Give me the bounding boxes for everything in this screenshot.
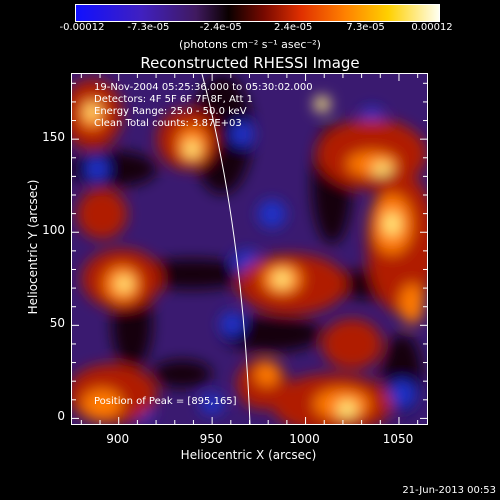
heatmap-blob: [220, 312, 244, 336]
heatmap-blob: [77, 189, 127, 239]
heatmap-blob: [384, 212, 400, 236]
colorbar-tick-label: -0.00012: [59, 22, 105, 33]
heatmap-blob: [322, 319, 382, 369]
y-tick-label: 50: [49, 316, 65, 331]
heatmap-blob: [152, 360, 212, 388]
info-detectors: Detectors: 4F 5F 6F 7F 8F, Att 1: [94, 94, 254, 105]
heatmap-blob: [258, 200, 286, 228]
chart-title: Reconstructed RHESSI Image: [140, 54, 360, 72]
heatmap-image: [72, 74, 427, 424]
info-method: Clean Total counts: 3.87E+03: [94, 118, 242, 129]
x-tick-label: 1050: [382, 432, 414, 446]
solar-limb-line: [201, 74, 251, 424]
heatmap-blob: [192, 74, 252, 194]
colorbar-tick-label: 2.4e-05: [273, 22, 313, 33]
y-tick-label: 150: [42, 130, 65, 145]
heatmap-blob: [372, 163, 392, 175]
plot-area: 19-Nov-2004 05:25:36.000 to 05:30:02.000…: [71, 73, 428, 425]
heatmap-blob: [85, 157, 109, 181]
y-tick-label: 0: [57, 409, 65, 424]
heatmap-blob: [337, 401, 357, 417]
heatmap-blob: [116, 276, 132, 292]
colorbar-tick-label: -2.4e-05: [199, 22, 242, 33]
x-tick-label: 900: [106, 432, 130, 446]
y-axis-label: Heliocentric Y (arcsec): [26, 179, 40, 315]
colorbar-tick-label: 7.3e-05: [346, 22, 385, 33]
heatmap-blob: [400, 284, 424, 324]
y-tick-label: 100: [42, 223, 65, 238]
heatmap-blob: [86, 104, 98, 120]
heatmap-blob: [230, 122, 254, 146]
colorbar-tick-label: -7.3e-05: [127, 22, 170, 33]
heatmap-blob: [255, 362, 279, 386]
heatmap-blob: [222, 316, 322, 352]
colorbar-tick-label: 0.00012: [411, 22, 453, 33]
info-time: 19-Nov-2004 05:25:36.000 to 05:30:02.000: [94, 82, 313, 93]
x-tick-label: 950: [199, 432, 223, 446]
heatmap-blob: [200, 394, 224, 414]
heatmap-blob: [273, 271, 291, 287]
x-tick-label: 1000: [289, 432, 320, 446]
info-energy: Energy Range: 25.0 - 50.0 keV: [94, 106, 247, 117]
colorbar: [75, 4, 440, 22]
heatmap-blob: [388, 380, 416, 408]
heatmap-blob: [82, 389, 122, 419]
colorbar-units: (photons cm⁻² s⁻¹ asec⁻²): [179, 38, 321, 51]
heatmap-blob: [185, 140, 199, 158]
x-axis-label: Heliocentric X (arcsec): [180, 448, 317, 462]
heatmap-blob: [132, 259, 252, 289]
info-peak: Position of Peak = [895,165]: [94, 396, 237, 407]
footer-timestamp: 21-Jun-2013 00:53: [402, 485, 496, 496]
heatmap-blob: [314, 96, 330, 112]
